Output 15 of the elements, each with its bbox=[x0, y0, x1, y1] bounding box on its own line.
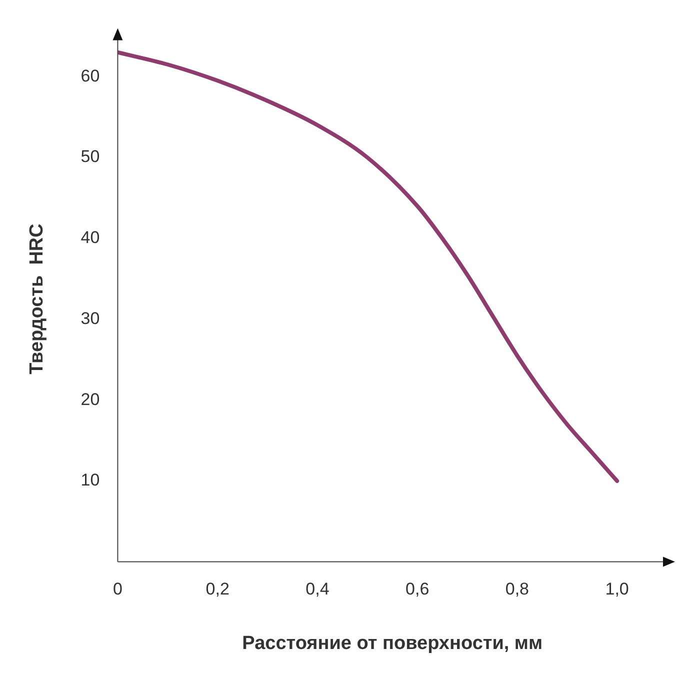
y-tick-label: 10 bbox=[80, 470, 100, 490]
y-tick-label: 60 bbox=[80, 66, 100, 86]
x-tick-label: 0 bbox=[112, 580, 122, 599]
x-axis-title: Расстояние от поверхности, мм bbox=[242, 632, 543, 654]
y-axis-title: Твердость HRC bbox=[26, 223, 48, 374]
y-tick-label: 50 bbox=[80, 147, 100, 166]
line-series bbox=[118, 50, 620, 483]
x-tick-label: 0,8 bbox=[505, 580, 530, 599]
y-tick-label: 30 bbox=[80, 308, 100, 328]
x-tick-label: 0,2 bbox=[206, 580, 230, 599]
y-tick-label: 20 bbox=[80, 390, 100, 409]
x-tick-label: 0,4 bbox=[306, 580, 330, 599]
x-tick-label: 1,0 bbox=[605, 580, 629, 599]
x-tick-label: 0,6 bbox=[406, 580, 430, 599]
y-tick-label: 40 bbox=[80, 228, 100, 248]
